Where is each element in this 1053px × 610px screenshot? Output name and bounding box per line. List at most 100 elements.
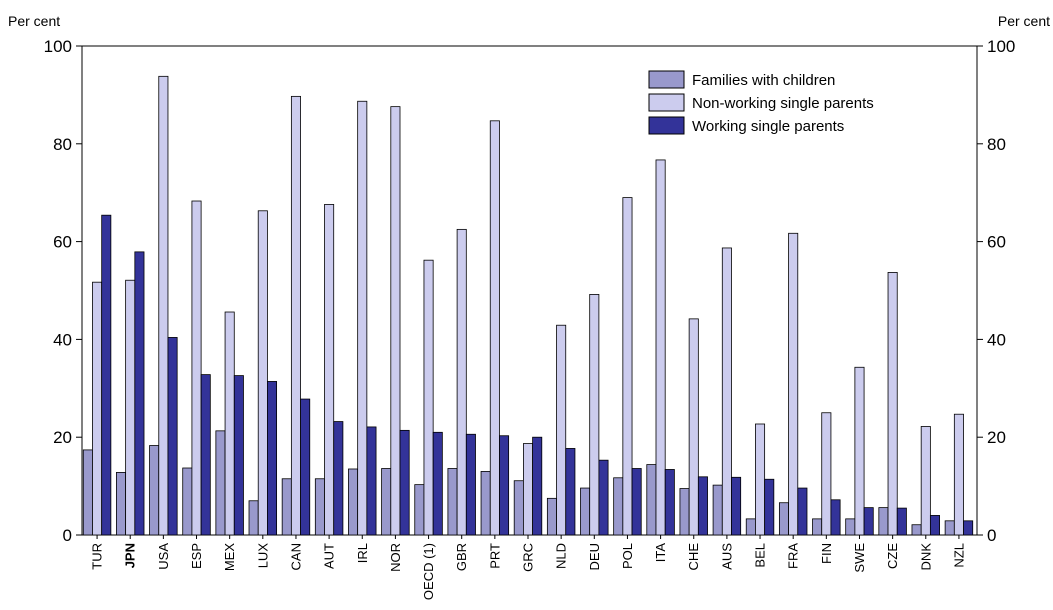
bar-nzl-series-1 xyxy=(944,520,955,536)
legend-label: Working single parents xyxy=(692,118,844,135)
x-tick-label: DNK xyxy=(918,543,933,571)
x-tick-label: AUS xyxy=(719,543,734,570)
legend: Families with children Non-working single… xyxy=(648,70,874,135)
bar-gbr-series-1 xyxy=(447,468,458,536)
bar-fin-series-2 xyxy=(821,412,832,536)
bar-jpn-series-1 xyxy=(116,472,127,536)
x-tick-label: FRA xyxy=(786,543,801,569)
bar-usa-series-2 xyxy=(158,75,169,536)
bar-nld-series-1 xyxy=(546,497,557,536)
x-tick-label: OECD (1) xyxy=(421,543,436,600)
bar-bel-series-3 xyxy=(764,478,775,536)
y-tick-label-left: 60 xyxy=(53,233,72,252)
bar-deu-series-2 xyxy=(589,294,600,536)
x-axis-labels: TUR JPN USA ESP MEX LUX CAN AUT IRL NOR OECD (1) GB… xyxy=(90,543,967,600)
bar-pol-series-1 xyxy=(613,477,624,536)
bar-can-series-3 xyxy=(300,398,311,536)
y-tick-label-left: 40 xyxy=(53,330,72,349)
bar-fra-series-3 xyxy=(797,487,808,536)
bar-lux-series-1 xyxy=(248,500,259,536)
bar-fin-series-3 xyxy=(830,499,841,536)
bar-che-series-3 xyxy=(697,476,708,536)
x-tick-label: TUR xyxy=(90,543,105,570)
bar-irl-series-1 xyxy=(348,468,359,536)
bar-nor-series-2 xyxy=(390,106,401,536)
bar-swe-series-1 xyxy=(845,518,856,536)
x-tick-label: USA xyxy=(156,543,171,570)
x-tick-label: PRT xyxy=(487,543,502,569)
bar-bel-series-2 xyxy=(755,423,766,536)
bar-grc-series-1 xyxy=(513,480,524,536)
x-tick-label: FIN xyxy=(819,543,834,564)
bar-dnk-series-2 xyxy=(920,426,931,536)
x-tick-label: AUT xyxy=(322,543,337,569)
bar-deu-series-3 xyxy=(598,459,609,536)
bar-can-series-1 xyxy=(281,478,292,536)
x-tick-label: GBR xyxy=(454,543,469,571)
bar-prt-series-3 xyxy=(499,435,510,536)
x-tick-label: GRC xyxy=(521,543,536,572)
bar-gbr-series-2 xyxy=(456,228,467,536)
bar-aut-series-1 xyxy=(314,478,325,536)
bar-nor-series-3 xyxy=(399,429,410,536)
bar-oecd-1--series-2 xyxy=(423,259,434,536)
bar-nor-series-1 xyxy=(381,468,392,536)
x-tick-label: NZL xyxy=(951,543,966,568)
bar-ita-series-2 xyxy=(655,159,666,536)
bar-cze-series-1 xyxy=(878,507,889,536)
legend-swatch xyxy=(648,93,685,112)
bar-che-series-1 xyxy=(679,488,690,536)
bar-pol-series-2 xyxy=(622,197,633,536)
y-tick-label-right: 0 xyxy=(987,526,996,545)
x-tick-label: IRL xyxy=(355,543,370,563)
x-tick-label: POL xyxy=(620,543,635,569)
y-tick-label-left: 20 xyxy=(53,428,72,447)
x-tick-label: SWE xyxy=(852,543,867,573)
legend-label: Non-working single parents xyxy=(692,95,874,112)
bar-tur-series-1 xyxy=(82,449,93,536)
bar-swe-series-3 xyxy=(863,507,874,536)
x-tick-label: CHE xyxy=(686,543,701,571)
y-tick-label-left: 80 xyxy=(53,135,72,154)
bar-fra-series-2 xyxy=(788,232,799,536)
legend-label: Families with children xyxy=(692,72,835,89)
y-tick-label-left: 0 xyxy=(63,526,72,545)
bar-grc-series-3 xyxy=(532,436,543,536)
legend-swatch xyxy=(648,70,685,89)
bar-tur-series-2 xyxy=(92,281,103,536)
bar-esp-series-1 xyxy=(182,467,193,536)
bar-lux-series-2 xyxy=(257,210,268,536)
x-tick-label: ITA xyxy=(653,543,668,563)
bar-deu-series-1 xyxy=(580,487,591,536)
bar-aut-series-3 xyxy=(333,421,344,536)
bar-prt-series-1 xyxy=(480,471,491,536)
bar-mex-series-2 xyxy=(224,311,235,536)
x-tick-label: JPN xyxy=(123,543,138,568)
x-tick-label: CAN xyxy=(288,543,303,570)
bar-nzl-series-2 xyxy=(953,413,964,536)
x-tick-label: CZE xyxy=(885,543,900,569)
bar-pol-series-3 xyxy=(631,468,642,536)
bar-che-series-2 xyxy=(688,318,699,536)
bar-nzl-series-3 xyxy=(963,520,974,536)
legend-swatch xyxy=(648,116,685,135)
bar-bel-series-1 xyxy=(745,518,756,536)
bar-oecd-1--series-1 xyxy=(414,484,425,536)
bar-cze-series-3 xyxy=(896,507,907,536)
bar-mex-series-3 xyxy=(233,375,244,536)
x-tick-label: MEX xyxy=(222,543,237,572)
x-tick-label: DEU xyxy=(587,543,602,570)
bar-prt-series-2 xyxy=(489,120,500,536)
bar-nld-series-2 xyxy=(556,324,567,536)
x-tick-label: BEL xyxy=(753,543,768,568)
y-tick-label-right: 100 xyxy=(987,37,1015,56)
y-tick-label-right: 20 xyxy=(987,428,1006,447)
y-tick-label-left: 100 xyxy=(44,37,72,56)
bar-irl-series-2 xyxy=(357,100,368,536)
bar-ita-series-1 xyxy=(646,464,657,536)
bar-usa-series-3 xyxy=(167,337,178,536)
bar-mex-series-1 xyxy=(215,430,226,536)
x-tick-label: ESP xyxy=(189,543,204,569)
bar-swe-series-2 xyxy=(854,366,865,536)
